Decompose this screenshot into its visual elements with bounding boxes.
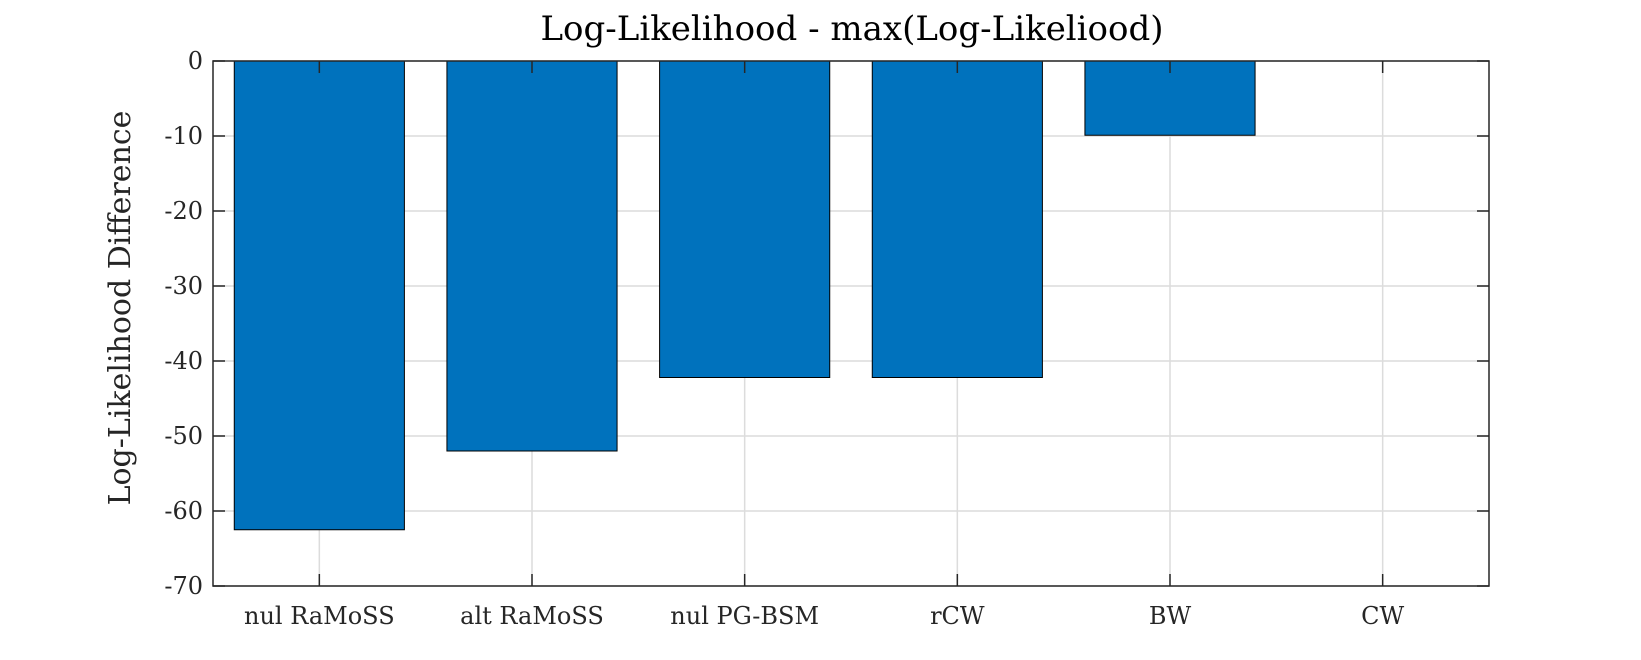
x-tick-label: CW [1361, 602, 1404, 630]
y-tick-label: -30 [164, 272, 203, 300]
x-tick-label: alt RaMoSS [460, 602, 604, 630]
y-tick-label: -50 [164, 422, 203, 450]
bar [446, 60, 618, 452]
bars [233, 60, 1256, 531]
tick-labels: 0 -10 -20 -30 -40 -50 -60 -70 nul RaMoSS alt RaMo… [164, 47, 1404, 630]
tick-marks [213, 60, 1489, 587]
bar [659, 60, 831, 378]
bar [233, 60, 405, 531]
plot-frame [212, 60, 1490, 587]
bar [1084, 60, 1256, 136]
bar [871, 60, 1043, 378]
y-tick-label: -10 [164, 122, 203, 150]
y-axis-label: Log-Likelihood Difference [103, 111, 138, 506]
y-tick-label: 0 [188, 47, 203, 75]
y-tick-label: -40 [164, 347, 203, 375]
axes [212, 60, 1490, 587]
x-tick-label: nul PG-BSM [670, 602, 819, 630]
x-tick-label: nul RaMoSS [244, 602, 395, 630]
y-tick-label: -20 [164, 197, 203, 225]
x-tick-label: BW [1149, 602, 1192, 630]
x-tick-label: rCW [930, 602, 985, 630]
y-tick-label: -60 [164, 497, 203, 525]
y-tick-label: -70 [164, 572, 203, 600]
chart-title: Log-Likelihood - max(Log-Likeliood) [540, 9, 1163, 49]
